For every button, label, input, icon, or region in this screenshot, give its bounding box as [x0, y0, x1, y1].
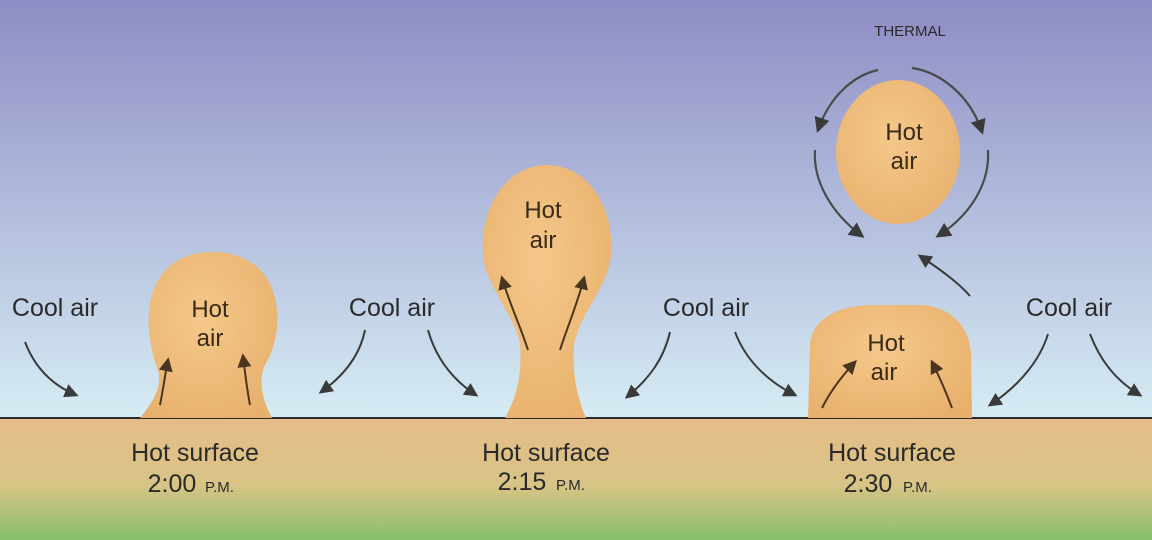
time-label-2: 2:15 — [498, 468, 547, 496]
hot-air-blob-stage-2 — [482, 165, 612, 418]
rising-arrow-stage-3-left — [821, 359, 857, 409]
cool-air-arrow-4-left — [987, 333, 1049, 407]
hot-air-blob-stage-3 — [808, 305, 972, 418]
hot-surface-label-3: Hot surface — [828, 439, 956, 467]
rising-arrow-stage-1-right — [237, 353, 252, 406]
circulation-arrow-top-right — [911, 66, 986, 135]
hot-air-label-stage-2-line2: air — [530, 227, 557, 254]
rising-arrow-stage-2-right — [559, 275, 588, 351]
hot-air-blob-stage-1 — [140, 252, 278, 418]
cool-air-label-1: Cool air — [12, 294, 98, 322]
time-period-2: P.M. — [556, 477, 585, 494]
hot-air-label-stage-3-line2: air — [871, 359, 898, 386]
ground — [0, 418, 1152, 540]
time-label-3: 2:30 — [844, 470, 893, 498]
hot-air-label-stage-3-line1: Hot — [867, 330, 905, 357]
rising-air-arrow-to-thermal — [917, 254, 971, 297]
cool-air-arrow-1 — [24, 341, 79, 398]
rising-arrow-stage-2-left — [498, 275, 529, 351]
rising-arrow-stage-3-right — [930, 359, 953, 409]
hot-air-label-stage-2-line1: Hot — [524, 197, 562, 224]
circulation-arrow-bottom-right — [935, 149, 990, 238]
thermal-bubble-label-line1: Hot — [885, 119, 923, 146]
hot-surface-label-1: Hot surface — [131, 439, 259, 467]
cool-air-label-3: Cool air — [663, 294, 749, 322]
hot-air-label-stage-1-line1: Hot — [191, 296, 229, 323]
cool-air-arrow-2-right — [427, 329, 479, 397]
cool-air-label-2: Cool air — [349, 294, 435, 322]
hot-air-label-stage-1-line2: air — [197, 325, 224, 352]
cool-air-label-4: Cool air — [1026, 294, 1112, 322]
circulation-arrow-top-left — [814, 68, 879, 133]
cool-air-arrow-3-left — [624, 331, 671, 399]
rising-arrow-stage-1-left — [158, 357, 173, 406]
thermal-bubble-label-line2: air — [891, 148, 918, 175]
time-period-3: P.M. — [903, 479, 932, 496]
thermal-title: THERMAL — [874, 23, 946, 40]
time-label-1: 2:00 — [148, 470, 197, 498]
circulation-arrow-bottom-left — [813, 149, 865, 238]
cool-air-arrow-3-right — [734, 331, 798, 397]
cool-air-arrow-2-left — [318, 329, 366, 394]
cool-air-arrow-4-right — [1089, 333, 1143, 397]
thermal-bubble — [836, 80, 960, 224]
hot-surface-label-2: Hot surface — [482, 439, 610, 467]
time-period-1: P.M. — [205, 479, 234, 496]
